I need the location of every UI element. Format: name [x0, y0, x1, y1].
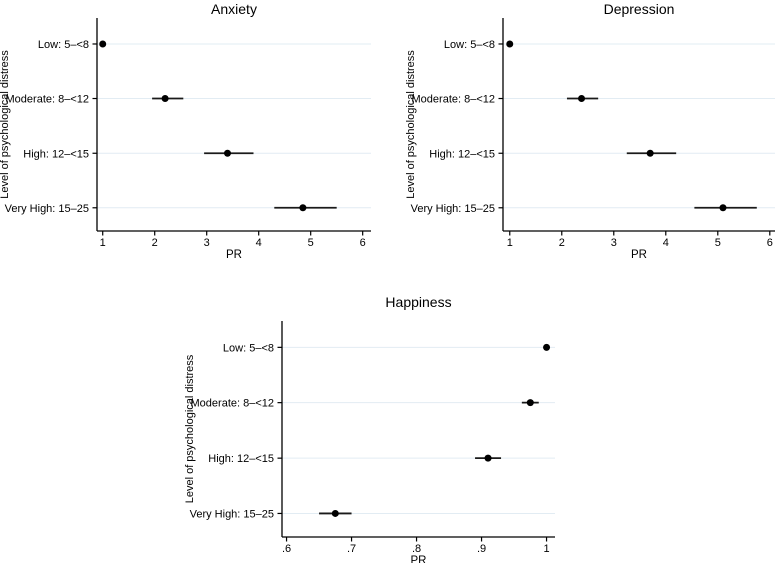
- y-axis-title: Level of psychological distress: [185, 354, 196, 503]
- category-label: High: 12–<15: [208, 453, 274, 465]
- x-tick-label: 6: [767, 237, 773, 249]
- x-tick-label: .7: [347, 543, 356, 555]
- point-estimate: [331, 509, 339, 517]
- x-tick-label: 1: [543, 543, 549, 555]
- chart-canvas: .6 .7 .8 .9 1 Low: 5–<8 Moderate: 8–<12 High: 1…: [185, 294, 555, 563]
- x-tick-label: .6: [282, 543, 291, 555]
- point-estimate: [526, 399, 534, 407]
- y-axis-title: Level of psychological distress: [0, 50, 11, 199]
- category-label: Low: 5–<8: [444, 39, 495, 51]
- x-tick-label: .9: [477, 543, 486, 555]
- x-tick-label: 4: [256, 237, 262, 249]
- x-tick-label: 1: [100, 237, 106, 249]
- x-tick-label: 3: [204, 237, 210, 249]
- category-label: High: 12–<15: [429, 148, 495, 160]
- x-tick-label: 1: [507, 237, 513, 249]
- point-estimate: [506, 40, 514, 48]
- category-label: Moderate: 8–<12: [191, 398, 274, 410]
- category-label: Low: 5–<8: [223, 342, 274, 354]
- chart-happiness: .6 .7 .8 .9 1 Low: 5–<8 Moderate: 8–<12 High: 1…: [185, 293, 570, 563]
- chart-title: Anxiety: [211, 1, 257, 17]
- x-tick-label: 2: [559, 237, 565, 249]
- point-estimate: [224, 149, 232, 157]
- x-tick-label: 2: [152, 237, 158, 249]
- point-estimate: [161, 95, 169, 103]
- chart-depression: 1 2 3 4 5 6 Low: 5–<8 Moderate: 8–<12 High: 12–<…: [389, 0, 777, 266]
- chart-title: Happiness: [385, 294, 451, 310]
- chart-canvas: 1 2 3 4 5 6 Low: 5–<8 Moderate: 8–<12 High: 12–<…: [405, 1, 775, 261]
- chart-title: Depression: [604, 1, 675, 17]
- x-tick-label: 5: [308, 237, 314, 249]
- chart-anxiety: 1 2 3 4 5 6 Low: 5–<8 Moderate: 8–<12 High: 12–<…: [0, 0, 389, 266]
- x-tick-label: 6: [360, 237, 366, 249]
- x-tick-label: 4: [663, 237, 669, 249]
- category-label: Very High: 15–25: [411, 203, 495, 215]
- category-label: Low: 5–<8: [38, 39, 89, 51]
- y-axis-title: Level of psychological distress: [405, 50, 417, 199]
- point-estimate: [484, 454, 492, 462]
- point-estimate: [719, 204, 727, 212]
- x-tick-label: 3: [611, 237, 617, 249]
- point-estimate: [543, 343, 551, 351]
- category-label: Very High: 15–25: [5, 203, 89, 215]
- x-axis-title: PR: [411, 555, 427, 563]
- x-tick-label: .8: [412, 543, 421, 555]
- point-estimate: [99, 40, 107, 48]
- point-estimate: [646, 149, 654, 157]
- category-label: Moderate: 8–<12: [412, 94, 495, 106]
- point-estimate: [578, 95, 586, 103]
- category-label: High: 12–<15: [23, 148, 89, 160]
- x-axis-title: PR: [226, 249, 242, 261]
- x-axis-title: PR: [631, 249, 647, 261]
- category-label: Moderate: 8–<12: [6, 94, 89, 106]
- x-tick-label: 5: [715, 237, 721, 249]
- point-estimate: [299, 204, 307, 212]
- chart-canvas: 1 2 3 4 5 6 Low: 5–<8 Moderate: 8–<12 High: 12–<…: [0, 1, 371, 261]
- category-label: Very High: 15–25: [190, 508, 274, 520]
